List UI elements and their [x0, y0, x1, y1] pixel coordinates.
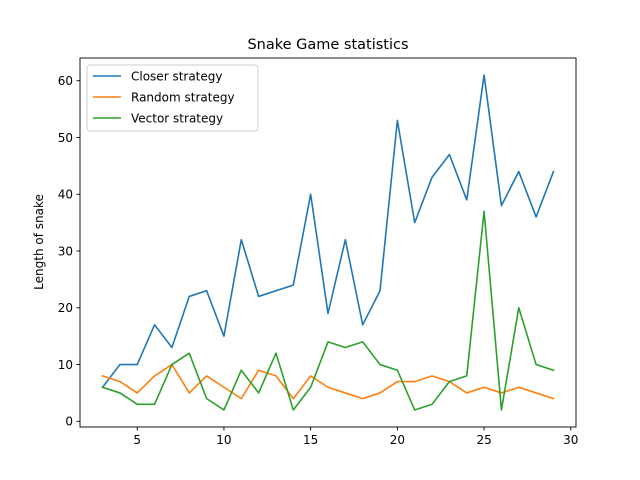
- y-tick-label: 10: [58, 358, 73, 372]
- series-line-random-strategy: [101, 363, 555, 400]
- legend-label: Vector strategy: [131, 112, 223, 126]
- y-tick-label: 60: [58, 74, 73, 88]
- legend-label: Closer strategy: [131, 70, 223, 84]
- axes-frame: [79, 57, 577, 428]
- y-tick-label: 30: [58, 244, 73, 258]
- x-tick-label: 15: [303, 433, 318, 447]
- x-tick-label: 30: [563, 433, 578, 447]
- series-line-vector-strategy: [101, 210, 555, 411]
- y-tick-label: 40: [58, 188, 73, 202]
- legend-label: Random strategy: [131, 91, 235, 105]
- legend-box: [86, 64, 259, 132]
- plot-area: 5 10 15 20 25 30 0 10 20 30 40 50 60 Closer strategy R…: [58, 57, 578, 447]
- y-tick-label: 0: [65, 415, 73, 429]
- chart-title: Snake Game statistics: [247, 37, 408, 53]
- x-tick-label: 20: [390, 433, 405, 447]
- y-tick-label: 50: [58, 131, 73, 145]
- y-axis-label: Length of snake: [32, 194, 46, 290]
- x-tick-label: 25: [476, 433, 491, 447]
- series-line-closer-strategy: [101, 74, 555, 389]
- x-tick-label: 5: [133, 433, 141, 447]
- x-tick-label: 10: [216, 433, 231, 447]
- y-tick-label: 20: [58, 301, 73, 315]
